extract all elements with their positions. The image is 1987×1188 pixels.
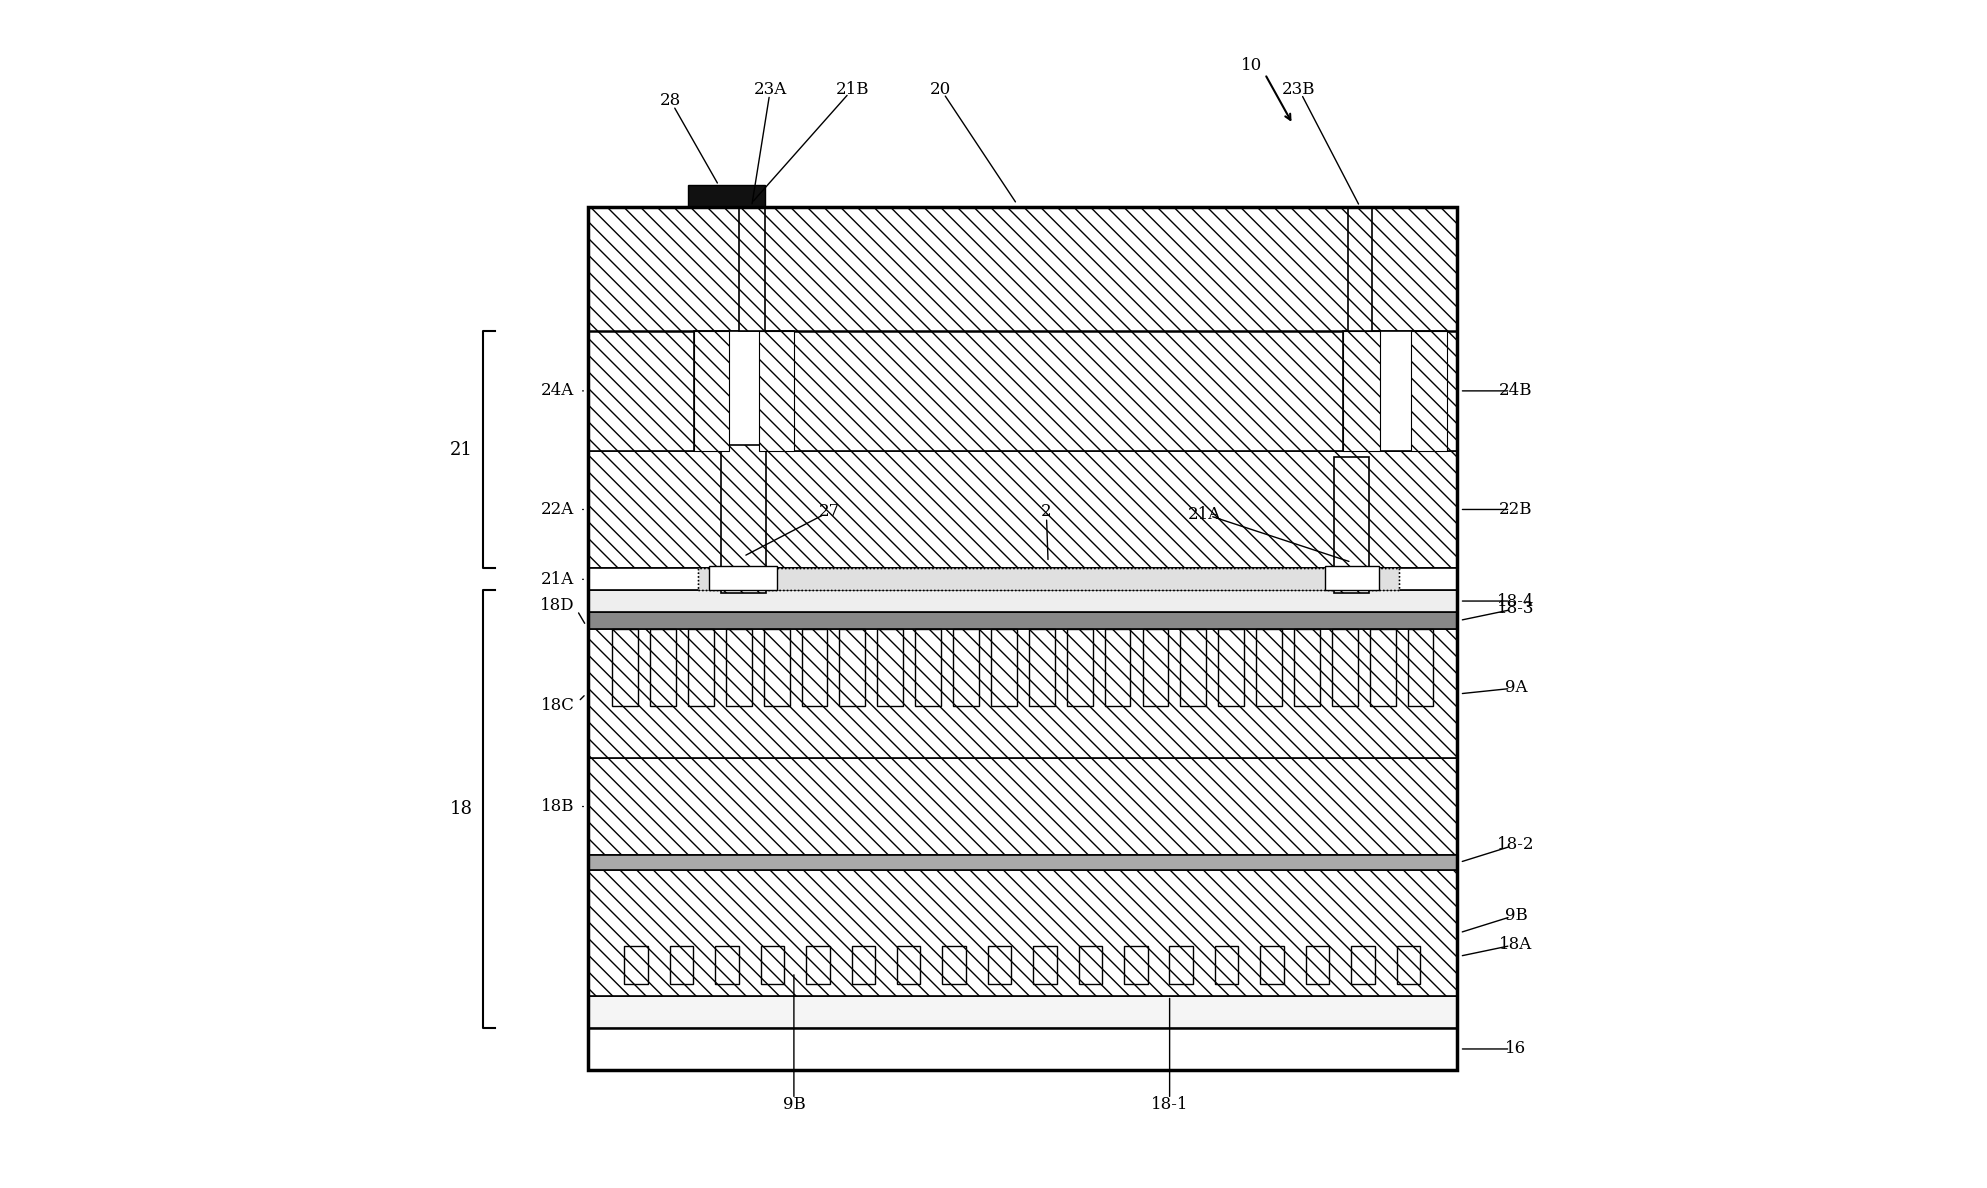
Bar [588,568,1456,590]
Text: 9B: 9B [783,1097,805,1113]
Bar [1407,630,1433,706]
Bar [725,630,751,706]
Bar [739,207,765,331]
Text: 9B: 9B [1504,906,1528,923]
Text: 10: 10 [1242,57,1262,74]
Bar [839,630,864,706]
Bar [1411,331,1447,450]
Text: 18-4: 18-4 [1498,593,1534,609]
Bar [588,207,1456,331]
Text: 18-3: 18-3 [1498,600,1534,618]
Text: 27: 27 [819,504,841,520]
Bar [721,444,765,593]
Bar [992,630,1017,706]
Text: 22B: 22B [1500,501,1532,518]
Text: 16: 16 [1506,1041,1526,1057]
Bar [709,565,777,590]
Bar [1397,946,1421,984]
Bar [1214,946,1238,984]
Bar [801,630,827,706]
Text: 24B: 24B [1500,383,1532,399]
Bar [1347,207,1371,331]
Bar [988,946,1011,984]
Bar [852,946,874,984]
Text: 20: 20 [930,81,952,97]
Bar [878,630,904,706]
Bar [942,946,966,984]
Bar [896,946,920,984]
Bar [807,946,831,984]
Text: 21A: 21A [1188,506,1222,523]
Text: 18D: 18D [540,598,574,614]
Bar [1170,946,1192,984]
Bar [588,996,1456,1029]
Bar [1105,630,1131,706]
Bar [588,870,1456,996]
Bar [1343,331,1379,450]
Bar [1325,565,1379,590]
Text: 24A: 24A [540,383,574,399]
Text: 18C: 18C [540,697,574,714]
Bar [688,630,713,706]
Bar [954,630,980,706]
Text: 21: 21 [451,441,473,459]
Bar [693,331,795,450]
Bar [1256,630,1282,706]
Bar [693,331,729,450]
Text: 22A: 22A [540,501,574,518]
Text: 23B: 23B [1282,81,1315,97]
Bar [588,331,1456,450]
Text: 21A: 21A [540,570,574,588]
Bar [1351,946,1375,984]
Text: 23A: 23A [753,81,787,97]
Bar [1333,456,1369,593]
Bar [624,946,648,984]
Bar [588,450,1456,568]
Bar [588,1029,1456,1069]
Bar [588,590,1456,612]
Bar [1331,630,1357,706]
Bar [1369,630,1395,706]
Bar [1079,946,1103,984]
Bar [650,630,676,706]
Bar [1067,630,1093,706]
Bar [588,207,1456,1069]
Bar [1033,946,1057,984]
Text: 18: 18 [451,801,473,819]
Bar [670,946,693,984]
Bar [916,630,942,706]
Bar [588,758,1456,854]
Bar [763,630,789,706]
Text: 18B: 18B [540,798,574,815]
Bar [761,946,785,984]
Bar [1305,946,1329,984]
Text: 9A: 9A [1504,680,1528,696]
Bar [1294,630,1319,706]
Bar [588,854,1456,870]
Bar [697,568,1399,590]
Text: 18A: 18A [1500,936,1532,953]
Bar [1218,630,1244,706]
Bar [1125,946,1148,984]
Text: 2: 2 [1041,504,1051,520]
Bar [1343,331,1447,450]
Bar [588,630,1456,758]
Text: 28: 28 [660,93,682,109]
Bar [612,630,638,706]
Bar [1180,630,1206,706]
Bar [688,185,765,207]
Bar [588,612,1456,630]
Bar [1260,946,1284,984]
Bar [1143,630,1168,706]
Text: 18-1: 18-1 [1150,1097,1188,1113]
Bar [715,946,739,984]
Bar [759,331,795,450]
Text: 18-2: 18-2 [1498,836,1534,853]
Bar [1029,630,1055,706]
Text: 21B: 21B [837,81,870,97]
